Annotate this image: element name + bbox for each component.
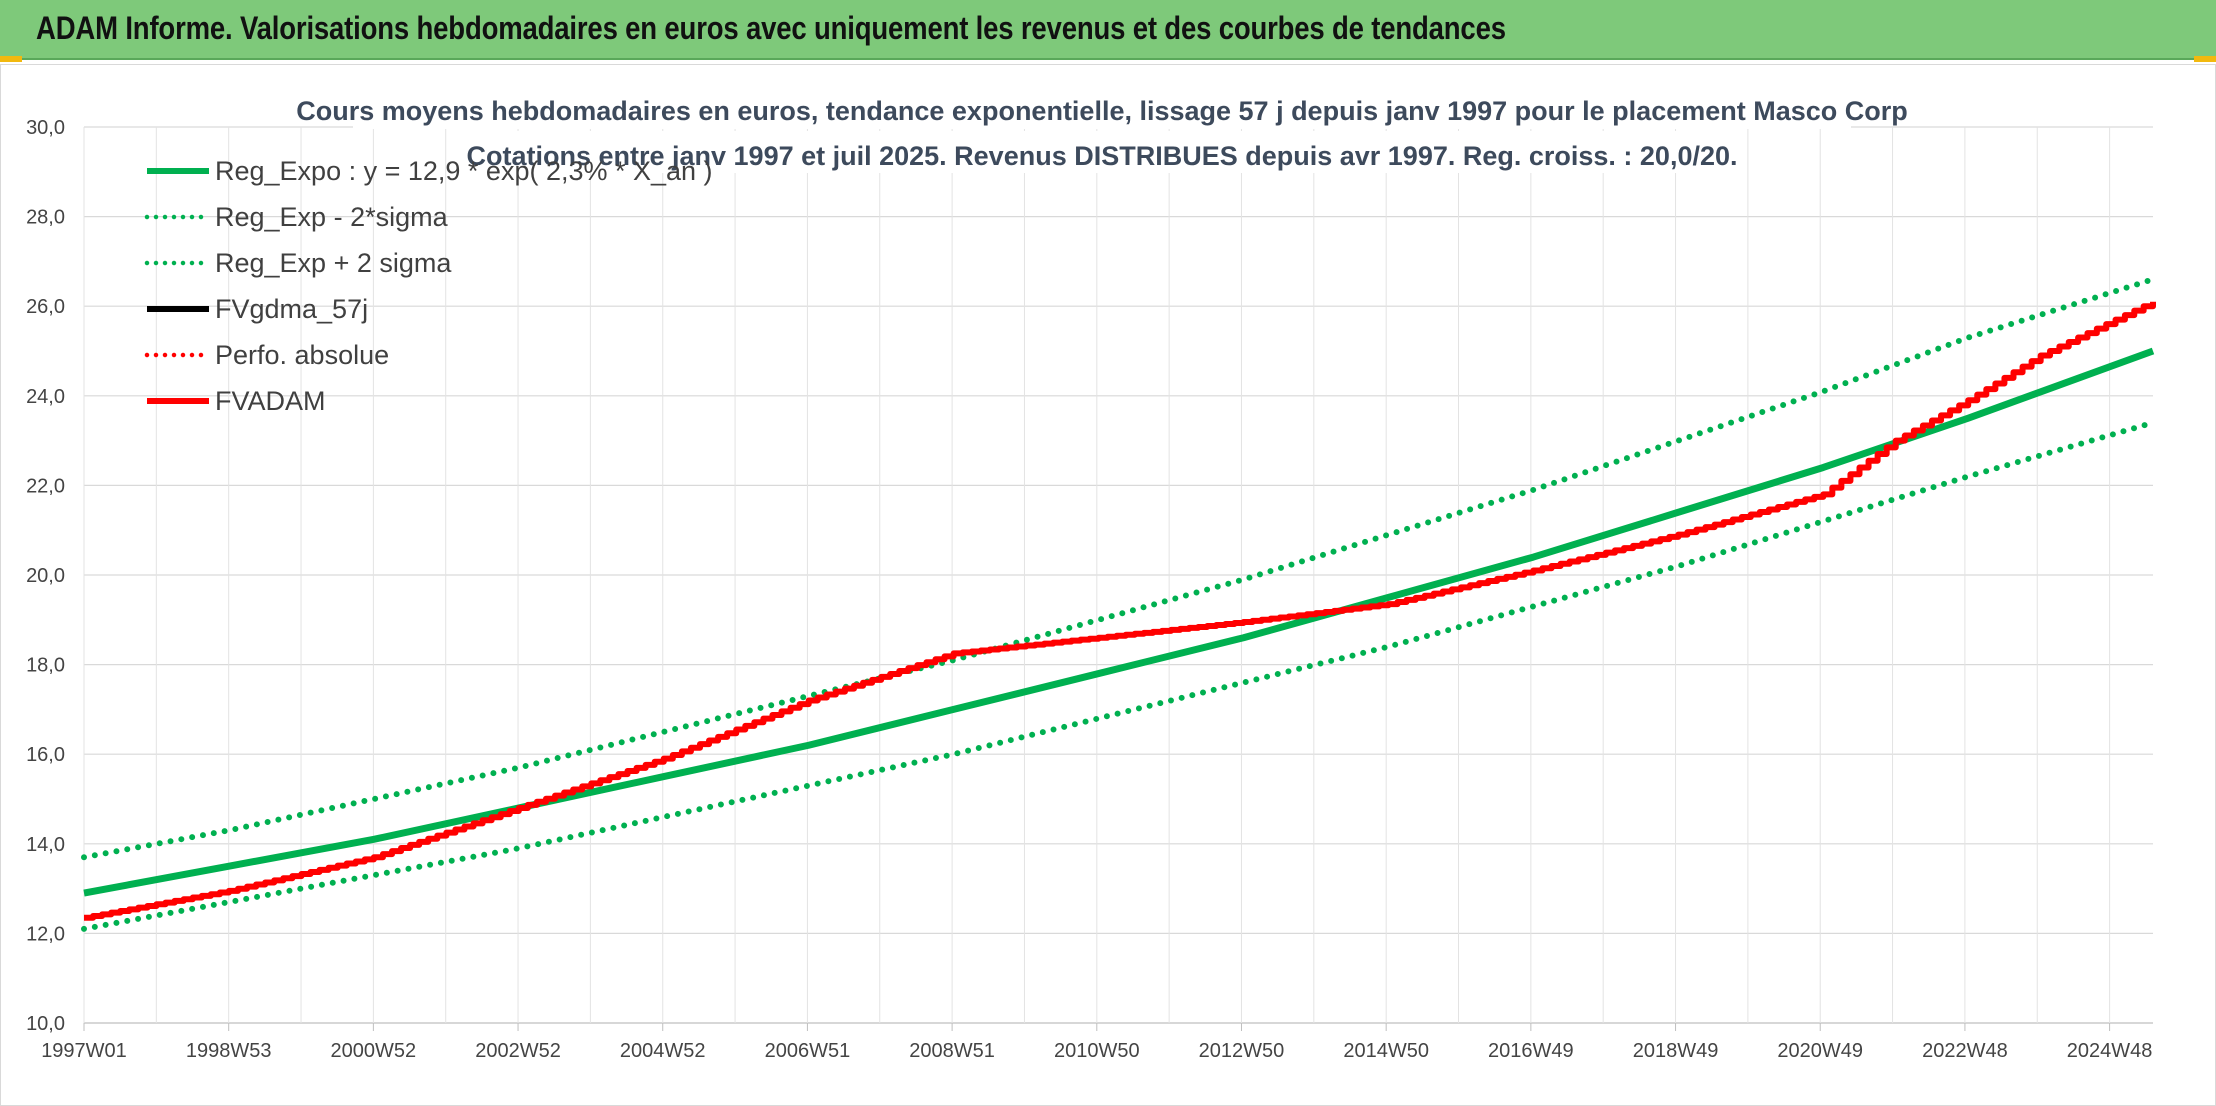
report-header-banner: ADAM Informe. Valorisations hebdomadaire…	[0, 0, 2216, 60]
y-axis-ticks: 10,0 12,0 14,0 16,0 18,0 20,0 22,0 24,0 26,0 28,0…	[26, 117, 65, 1035]
chart-subtitle: Cotations entre janv 1997 et juil 2025. …	[466, 141, 1737, 171]
y-tick-label: 10,0	[26, 1013, 65, 1035]
x-tick-label: 2008W51	[909, 1040, 995, 1062]
series-line-reg-expo-y-12-9-exp-2-3-x-an	[83, 347, 2155, 897]
x-tick-label: 2012W50	[1199, 1040, 1285, 1062]
series-line-reg-exp-2-sigma	[81, 419, 2156, 932]
chart-legend: Reg_Expo : y = 12,9 * exp( 2,3% * X_an )…	[144, 156, 713, 416]
legend-label: FVgdma_57j	[215, 294, 368, 324]
x-tick-label: 2018W49	[1633, 1040, 1719, 1062]
chart-subtitle-backdrop	[511, 131, 1697, 173]
x-tick-label: 2016W49	[1488, 1040, 1574, 1062]
y-tick-label: 26,0	[26, 296, 65, 318]
chart-title-backdrop	[353, 87, 1851, 129]
report-title: ADAM Informe. Valorisations hebdomadaire…	[36, 10, 1506, 46]
y-tick-label: 14,0	[26, 834, 65, 856]
chart-titles: Cours moyens hebdomadaires en euros, ten…	[296, 87, 1908, 173]
legend-label: Perfo. absolue	[215, 340, 389, 370]
y-tick-label: 24,0	[26, 386, 65, 408]
x-tick-label: 2014W50	[1343, 1040, 1429, 1062]
chart-title: Cours moyens hebdomadaires en euros, ten…	[296, 96, 1908, 126]
series-line-fvadam	[84, 301, 2156, 921]
y-tick-label: 28,0	[26, 207, 65, 229]
legend-label: Reg_Exp - 2*sigma	[215, 202, 449, 232]
x-tick-label: 2004W52	[620, 1040, 706, 1062]
right-corner-marker	[2194, 56, 2216, 62]
x-tick-label: 1997W01	[41, 1040, 127, 1062]
x-tick-label: 2006W51	[765, 1040, 851, 1062]
legend-label: FVADAM	[215, 386, 326, 416]
y-tick-label: 22,0	[26, 475, 65, 497]
x-tick-label: 2000W52	[331, 1040, 417, 1062]
x-tick-label: 2002W52	[475, 1040, 561, 1062]
y-tick-label: 12,0	[26, 923, 65, 945]
x-tick-label: 2024W48	[2067, 1040, 2153, 1062]
x-tick-label: 2022W48	[1922, 1040, 2008, 1062]
x-tick-label: 2010W50	[1054, 1040, 1140, 1062]
series-line-reg-exp-2-sigma	[81, 276, 2156, 861]
legend-label: Reg_Exp + 2 sigma	[215, 248, 452, 278]
chart-series	[81, 276, 2156, 932]
legend-label: Reg_Expo : y = 12,9 * exp( 2,3% * X_an )	[215, 156, 713, 186]
x-tick-label: 1998W53	[186, 1040, 272, 1062]
left-corner-marker	[0, 56, 22, 62]
x-axis-ticks: 1997W01 1998W53 2000W52 2002W52 2004W52 2006W…	[41, 1023, 2152, 1062]
y-tick-label: 16,0	[26, 744, 65, 766]
y-tick-label: 20,0	[26, 565, 65, 587]
chart-area: 1997W01 1998W53 2000W52 2002W52 2004W52 2006W…	[0, 64, 2216, 1106]
line-chart: 1997W01 1998W53 2000W52 2002W52 2004W52 2006W…	[26, 87, 2156, 1062]
x-tick-label: 2020W49	[1777, 1040, 1863, 1062]
y-tick-label: 30,0	[26, 117, 65, 139]
y-tick-label: 18,0	[26, 655, 65, 677]
